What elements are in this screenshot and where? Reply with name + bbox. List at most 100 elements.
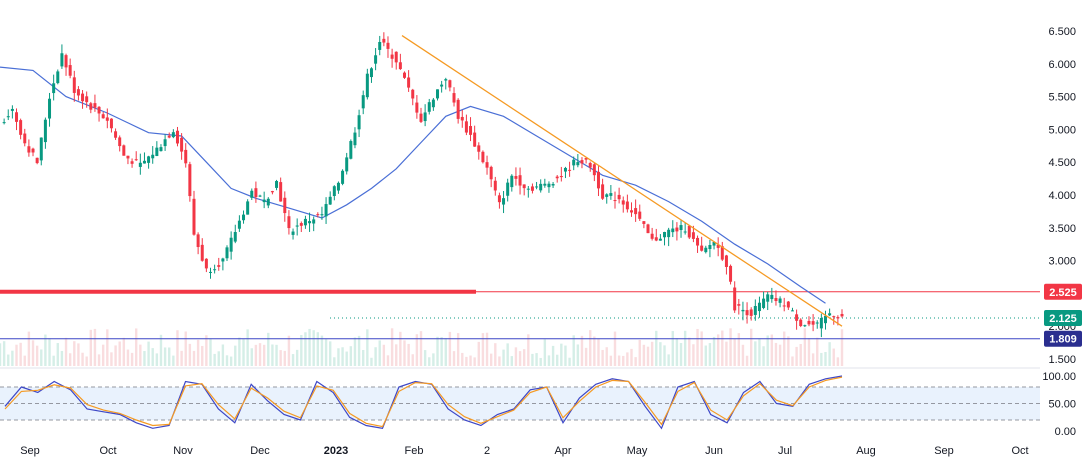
candle-body <box>155 147 159 156</box>
volume-bar <box>73 341 76 366</box>
price-tick-label: 4.000 <box>1048 190 1076 202</box>
candle-body <box>762 298 766 308</box>
candle-body <box>361 95 365 109</box>
candle-body <box>477 145 481 152</box>
time-tick-label: 2 <box>484 445 490 457</box>
candle-body <box>254 188 258 198</box>
volume-bar <box>461 352 464 366</box>
volume-bar <box>172 355 175 366</box>
volume-bar <box>139 344 142 366</box>
volume-bar <box>341 347 344 366</box>
candle-body <box>175 130 179 144</box>
moving-average-layer <box>0 66 826 304</box>
candle-body <box>270 191 274 193</box>
volume-bar <box>217 351 220 366</box>
volume-bar <box>622 355 625 366</box>
candle-body <box>324 204 328 217</box>
candle-body <box>204 258 208 269</box>
price-tick-label: 5.000 <box>1048 124 1076 136</box>
volume-bar <box>580 335 584 366</box>
candle-body <box>741 309 745 312</box>
price-tick-label: 1.500 <box>1048 354 1076 366</box>
volume-bar <box>225 355 229 366</box>
volume-bar <box>729 328 732 366</box>
candle-body <box>345 157 349 172</box>
volume-bar <box>258 343 262 366</box>
volume-bar <box>386 355 390 366</box>
volume-bar <box>188 343 192 366</box>
volume-bar <box>481 333 485 366</box>
volume-bar <box>642 344 646 366</box>
candle-body <box>246 201 250 215</box>
volume-bar <box>696 328 699 366</box>
volume-bar <box>560 343 563 366</box>
candle-body <box>576 162 580 166</box>
candle-body <box>225 247 229 259</box>
volume-bar <box>234 345 237 366</box>
candle-body <box>221 258 225 262</box>
volume-bar <box>7 354 10 366</box>
volume-bar <box>692 344 695 366</box>
volume-bar <box>758 338 761 366</box>
volume-bar <box>48 338 51 366</box>
volume-bar <box>254 344 258 366</box>
volume-bar <box>617 355 621 366</box>
candle-body <box>151 154 155 159</box>
volume-bar <box>601 349 604 366</box>
volume-bar <box>267 332 270 366</box>
candle-body <box>696 237 700 246</box>
time-tick-label: Dec <box>250 445 270 457</box>
candle-body <box>679 225 683 231</box>
volume-bar <box>659 342 662 366</box>
time-axis[interactable]: Sep Oct Nov Dec 2023 Feb 2 Apr May Jun Jul Aug Sep Oc… <box>20 445 1028 457</box>
volume-bar <box>168 347 171 366</box>
candle-body <box>81 93 85 102</box>
volume-bar <box>675 338 679 366</box>
volume-bar <box>163 347 167 366</box>
candle-body <box>551 183 555 186</box>
volume-bar <box>221 344 225 366</box>
volume-bar <box>646 346 650 366</box>
volume-bar <box>626 352 629 366</box>
candle-body <box>192 198 196 235</box>
candle-body <box>828 313 832 316</box>
volume-bar <box>609 355 613 366</box>
stochastic-d-line <box>4 376 843 428</box>
candle-body <box>332 186 336 197</box>
descending-trendline[interactable] <box>401 35 843 327</box>
trendline-layer[interactable] <box>401 35 843 327</box>
volume-bar <box>506 343 509 366</box>
volume-bar <box>816 337 819 366</box>
candle-body <box>336 182 340 191</box>
volume-bar <box>89 329 93 366</box>
volume-bar <box>126 349 130 366</box>
candle-body <box>353 132 357 146</box>
volume-bar <box>415 334 419 366</box>
volume-bar <box>539 357 542 366</box>
volume-bar <box>304 332 307 366</box>
candle-body <box>312 219 316 224</box>
candle-body <box>836 317 840 319</box>
candle-body <box>159 147 163 152</box>
candle-body <box>163 139 167 147</box>
volume-bar <box>357 335 361 366</box>
candle-body <box>811 321 815 325</box>
candle-body <box>19 120 23 135</box>
candle-body <box>303 218 307 226</box>
candle-body <box>687 225 691 238</box>
candle-body <box>237 220 241 229</box>
candle-body <box>625 201 629 210</box>
volume-bar <box>737 333 741 366</box>
volume-bar <box>411 354 414 366</box>
volume-bar <box>2 341 6 366</box>
candle-body <box>341 170 345 184</box>
candle-body <box>10 108 14 111</box>
candle-body <box>654 237 658 241</box>
price-labels-layer: 2.525 2.125 1.809 <box>1044 283 1082 347</box>
volume-bar <box>716 334 720 366</box>
candle-body <box>473 132 477 147</box>
time-tick-label: 2023 <box>324 445 348 457</box>
candle-body <box>275 181 279 188</box>
